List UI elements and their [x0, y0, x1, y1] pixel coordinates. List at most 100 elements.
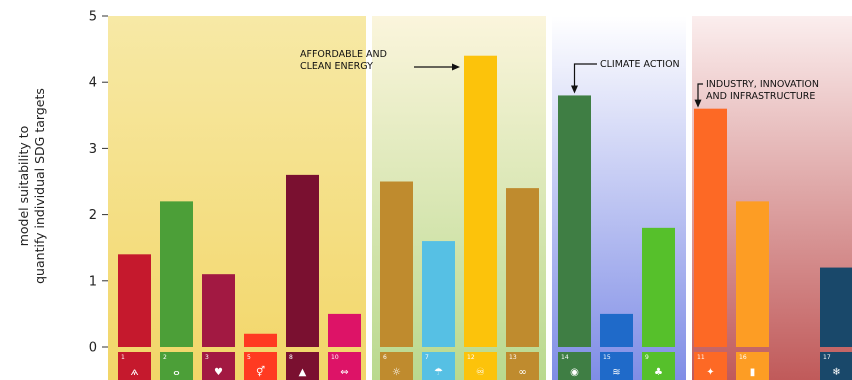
- bar: [422, 241, 455, 347]
- sdg-icon: 3♥: [202, 352, 235, 380]
- y-tick-label: 3: [89, 142, 97, 157]
- sdg-icon: 14◉: [558, 352, 591, 380]
- sdg-icon-tile: [464, 352, 497, 380]
- sdg-icon-tile: [422, 352, 455, 380]
- bar: [736, 201, 769, 347]
- sdg-icon: 11✦: [694, 352, 727, 380]
- sdg-icon: 6☼: [380, 352, 413, 380]
- sdg-icon: 15≋: [600, 352, 633, 380]
- annotation: CLIMATE ACTION: [571, 59, 680, 94]
- sdg-icon-glyph: ♾: [476, 367, 485, 378]
- bar: [464, 55, 497, 347]
- bar: [506, 188, 539, 347]
- sdg-icon-glyph: ⚥: [256, 366, 265, 378]
- annotation-arrowhead: [571, 85, 578, 94]
- annotation-arrowhead: [694, 99, 702, 108]
- sdg-icon-glyph: ⇔: [340, 367, 348, 378]
- sdg-icon-glyph: ≋: [612, 367, 620, 378]
- annotation-text: AFFORDABLE AND: [300, 49, 387, 60]
- y-tick-label: 1: [89, 274, 97, 289]
- y-axis-label-line-2: quantify individual SDG targets: [32, 88, 47, 284]
- bar: [202, 274, 235, 347]
- sdg-icon: 2ⴰ: [160, 352, 193, 380]
- sdg-icon: 10⇔: [328, 352, 361, 380]
- y-axis-label-line-1: model suitability to: [16, 126, 31, 247]
- sdg-icon-number: 9: [645, 354, 649, 361]
- annotation-text: INDUSTRY, INNOVATION: [706, 79, 819, 90]
- sdg-icon-tile: [160, 352, 193, 380]
- bar: [642, 227, 675, 347]
- sdg-icon-tile: [694, 352, 727, 380]
- annotation-arrowhead: [452, 63, 460, 71]
- annotation-arrow: [697, 83, 703, 102]
- annotation-text: CLIMATE ACTION: [600, 59, 680, 70]
- y-tick-label: 5: [89, 10, 97, 25]
- bar: [286, 174, 319, 347]
- sdg-icon-number: 10: [331, 354, 339, 361]
- annotation-text: CLEAN ENERGY: [300, 61, 373, 72]
- y-tick-label: 4: [89, 76, 97, 91]
- bar: [380, 181, 413, 347]
- y-axis: 0 1 2 3 4 5: [89, 10, 108, 356]
- sdg-icon-tile: [286, 352, 319, 380]
- sdg-icon-glyph: ▲: [299, 367, 307, 378]
- sdg-icon-tile: [244, 352, 277, 380]
- sdg-icon-tile: [736, 352, 769, 380]
- bar: [600, 313, 633, 347]
- bar: [328, 313, 361, 347]
- sdg-icon-tile: [506, 352, 539, 380]
- sdg-icon-number: 17: [823, 354, 831, 361]
- sdg-icon: 7☂: [422, 352, 455, 380]
- bar: [820, 267, 852, 347]
- sdg-icon-glyph: ♣: [654, 367, 663, 378]
- sdg-icon-glyph: ♥: [214, 367, 223, 378]
- sdg-icon-glyph: ∞: [518, 367, 526, 378]
- annotation-arrow: [573, 63, 597, 88]
- sdg-icon-tile: [380, 352, 413, 380]
- sdg-icon-glyph: ☼: [392, 367, 401, 378]
- sdg-icon: 5⚥: [244, 352, 277, 380]
- sdg-icon-number: 11: [697, 354, 705, 361]
- sdg-icon-tile: [118, 352, 151, 380]
- sdg-icon-tile: [820, 352, 852, 380]
- y-tick-label: 0: [89, 341, 97, 356]
- bar: [244, 333, 277, 347]
- sdg-icon-glyph: ⴰ: [173, 367, 179, 378]
- sdg-icon: 12♾: [464, 352, 497, 380]
- sdg-icon-number: 13: [509, 354, 517, 361]
- sdg-icon-tile: [558, 352, 591, 380]
- bar: [558, 95, 591, 347]
- sdg-icon: 13∞: [506, 352, 539, 380]
- sdg-icon-number: 15: [603, 354, 611, 361]
- sdg-icon: 8▲: [286, 352, 319, 380]
- bars: [118, 55, 852, 348]
- sdg-icon-tile: [600, 352, 633, 380]
- bar: [694, 108, 727, 348]
- sdg-icon-tile: [202, 352, 235, 380]
- sdg-icon-tile: [642, 352, 675, 380]
- sdg-icon-number: 7: [425, 354, 429, 361]
- annotation-text: AND INFRASTRUCTURE: [706, 91, 815, 102]
- sdg-icon-number: 16: [739, 354, 747, 361]
- sdg-icon-number: 2: [163, 354, 167, 361]
- sdg-icon: 9♣: [642, 352, 675, 380]
- sdg-icon-glyph: ❄: [832, 367, 840, 378]
- sdg-icon-number: 8: [289, 354, 293, 361]
- sdg-icon-number: 1: [121, 354, 125, 361]
- sdg-icon-glyph: ◉: [570, 367, 579, 378]
- bar: [118, 254, 151, 347]
- sdg-icon-number: 3: [205, 354, 209, 361]
- sdg-icon-number: 5: [247, 354, 251, 361]
- sdg-icon-number: 6: [383, 354, 387, 361]
- bar: [160, 201, 193, 347]
- sdg-icon-glyph: ▮: [750, 367, 756, 378]
- y-tick-label: 2: [89, 208, 97, 223]
- sdg-icon: 16▮: [736, 352, 769, 380]
- sdg-icon: 17❄: [820, 352, 852, 380]
- sdg-icon-glyph: ✦: [706, 367, 714, 378]
